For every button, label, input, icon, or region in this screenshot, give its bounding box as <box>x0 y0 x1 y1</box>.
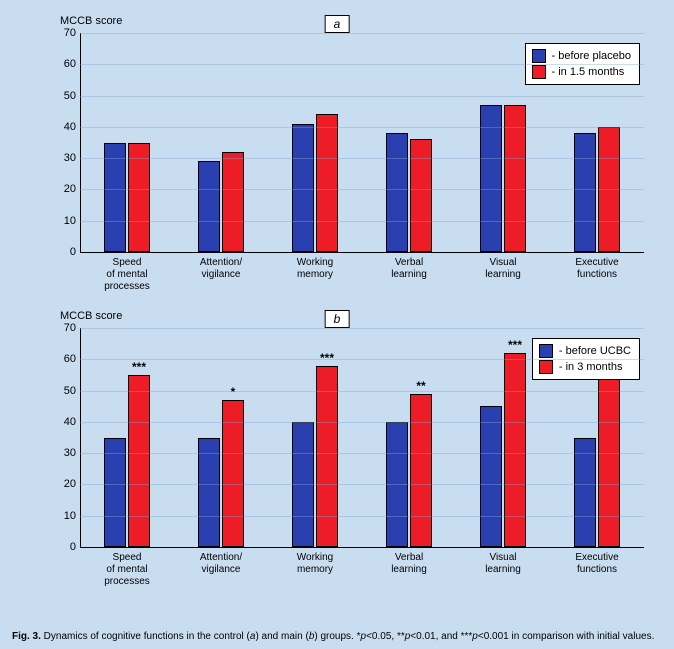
bar-series2 <box>222 152 244 252</box>
y-tick-label: 10 <box>50 510 76 522</box>
x-category-label: Executivefunctions <box>550 255 644 295</box>
legend-item-series2: - in 1.5 months <box>532 64 632 80</box>
significance-marker: *** <box>320 351 334 365</box>
gridline <box>80 422 644 423</box>
x-category-label: Verballearning <box>362 255 456 295</box>
x-category-label: Attention/vigilance <box>174 550 268 590</box>
caption-text: ) groups. * <box>314 631 360 642</box>
legend-label-series1: - before UCBC <box>559 343 631 359</box>
panel-a-ylabel: MCCB score <box>60 15 122 27</box>
legend-swatch-red <box>532 65 546 79</box>
legend-label-series1: - before placebo <box>552 48 632 64</box>
bar-series2: *** <box>504 353 526 547</box>
caption-text: Dynamics of cognitive functions in the c… <box>41 631 250 642</box>
gridline <box>80 516 644 517</box>
panel-b-ylabel: MCCB score <box>60 310 122 322</box>
x-category-label: Visuallearning <box>456 255 550 295</box>
gridline <box>80 127 644 128</box>
bar-series1 <box>198 161 220 252</box>
figure-container: a MCCB score - before placebo - in 1.5 m… <box>0 0 674 649</box>
panel-b: b MCCB score *************** - before UC… <box>20 310 654 590</box>
gridline <box>80 359 644 360</box>
bar-series1 <box>292 124 314 252</box>
y-tick-label: 70 <box>50 27 76 39</box>
y-tick-label: 0 <box>50 246 76 258</box>
y-tick-label: 20 <box>50 478 76 490</box>
category-group: *** <box>80 328 174 547</box>
gridline <box>80 33 644 34</box>
bar-series2: *** <box>598 378 620 547</box>
bar-series1 <box>386 133 408 252</box>
y-tick-label: 60 <box>50 353 76 365</box>
gridline <box>80 96 644 97</box>
legend-label-series2: - in 3 months <box>559 359 623 375</box>
bar-series2: *** <box>316 366 338 547</box>
y-tick-label: 70 <box>50 322 76 334</box>
panel-a-plot: - before placebo - in 1.5 months 0102030… <box>80 33 644 253</box>
gridline <box>80 189 644 190</box>
gridline <box>80 64 644 65</box>
bar-series2: ** <box>410 394 432 547</box>
panel-b-plot: *************** - before UCBC - in 3 mon… <box>80 328 644 548</box>
x-category-label: Executivefunctions <box>550 550 644 590</box>
x-category-label: Verballearning <box>362 550 456 590</box>
gridline <box>80 158 644 159</box>
legend-item-series1: - before UCBC <box>539 343 631 359</box>
gridline <box>80 391 644 392</box>
y-tick-label: 60 <box>50 58 76 70</box>
y-tick-label: 10 <box>50 215 76 227</box>
category-group <box>174 33 268 252</box>
legend-swatch-blue <box>532 49 546 63</box>
caption-text: <0.01, and *** <box>410 631 472 642</box>
y-tick-label: 50 <box>50 90 76 102</box>
gridline <box>80 221 644 222</box>
y-tick-label: 0 <box>50 541 76 553</box>
bar-series2: *** <box>128 375 150 547</box>
x-category-label: Workingmemory <box>268 550 362 590</box>
y-tick-label: 40 <box>50 416 76 428</box>
bar-series2 <box>316 114 338 252</box>
category-group: * <box>174 328 268 547</box>
y-tick-label: 30 <box>50 152 76 164</box>
category-group <box>268 33 362 252</box>
legend-item-series2: - in 3 months <box>539 359 631 375</box>
panel-a: a MCCB score - before placebo - in 1.5 m… <box>20 15 654 295</box>
caption-text: <0.05, ** <box>366 631 405 642</box>
figure-caption: Fig. 3. Dynamics of cognitive functions … <box>12 630 662 643</box>
y-tick-label: 50 <box>50 385 76 397</box>
bar-series1 <box>574 133 596 252</box>
caption-prefix: Fig. 3. <box>12 631 41 642</box>
gridline <box>80 328 644 329</box>
category-group: ** <box>362 328 456 547</box>
significance-marker: *** <box>508 338 522 352</box>
significance-marker: * <box>231 385 236 399</box>
legend-item-series1: - before placebo <box>532 48 632 64</box>
panel-b-label: b <box>325 310 350 328</box>
panel-b-xlabels: Speedof mentalprocessesAttention/vigilan… <box>80 550 644 590</box>
y-tick-label: 20 <box>50 183 76 195</box>
caption-text: ) and main ( <box>255 631 308 642</box>
panel-a-label: a <box>325 15 350 33</box>
significance-marker: *** <box>132 360 146 374</box>
category-group <box>362 33 456 252</box>
bar-series2 <box>410 139 432 252</box>
category-group: *** <box>268 328 362 547</box>
y-tick-label: 30 <box>50 447 76 459</box>
x-category-label: Speedof mentalprocesses <box>80 255 174 295</box>
x-category-label: Attention/vigilance <box>174 255 268 295</box>
panel-a-xlabels: Speedof mentalprocessesAttention/vigilan… <box>80 255 644 295</box>
gridline <box>80 453 644 454</box>
y-tick-label: 40 <box>50 121 76 133</box>
legend-swatch-red <box>539 360 553 374</box>
x-category-label: Workingmemory <box>268 255 362 295</box>
legend-swatch-blue <box>539 344 553 358</box>
bar-series1 <box>480 406 502 547</box>
gridline <box>80 484 644 485</box>
x-category-label: Speedof mentalprocesses <box>80 550 174 590</box>
category-group <box>80 33 174 252</box>
x-category-label: Visuallearning <box>456 550 550 590</box>
caption-text: <0.001 in comparison with initial values… <box>478 631 654 642</box>
legend-label-series2: - in 1.5 months <box>552 64 625 80</box>
